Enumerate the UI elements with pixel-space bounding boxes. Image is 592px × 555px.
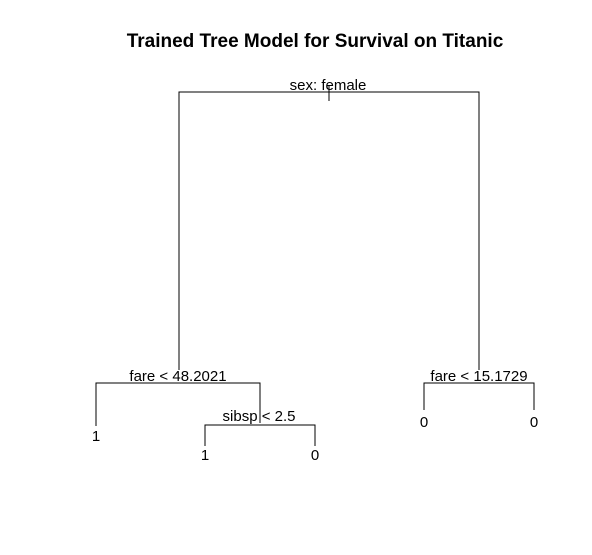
- left-right-split-label: sibsp < 2.5: [223, 408, 296, 425]
- leaf-right-right: 0: [530, 414, 538, 431]
- root-split-label: sex: female: [290, 77, 367, 94]
- leaf-left-left: 1: [92, 428, 100, 445]
- diagram-title: Trained Tree Model for Survival on Titan…: [127, 31, 504, 52]
- right-split-label: fare < 15.1729: [430, 368, 527, 385]
- leaf-left-right-left: 1: [201, 447, 209, 464]
- tree-branches: [95, 86, 535, 446]
- branch-left: [95, 382, 261, 426]
- leaf-left-right-right: 0: [311, 447, 319, 464]
- branch-root: [178, 91, 480, 370]
- branch-left-right: [204, 424, 316, 446]
- left-split-label: fare < 48.2021: [129, 368, 226, 385]
- leaf-right-left: 0: [420, 414, 428, 431]
- split-labels: sex: female fare < 48.2021 sibsp < 2.5 f…: [129, 77, 527, 425]
- branch-right: [423, 382, 535, 410]
- leaf-labels: 1 1 0 0 0: [92, 414, 538, 464]
